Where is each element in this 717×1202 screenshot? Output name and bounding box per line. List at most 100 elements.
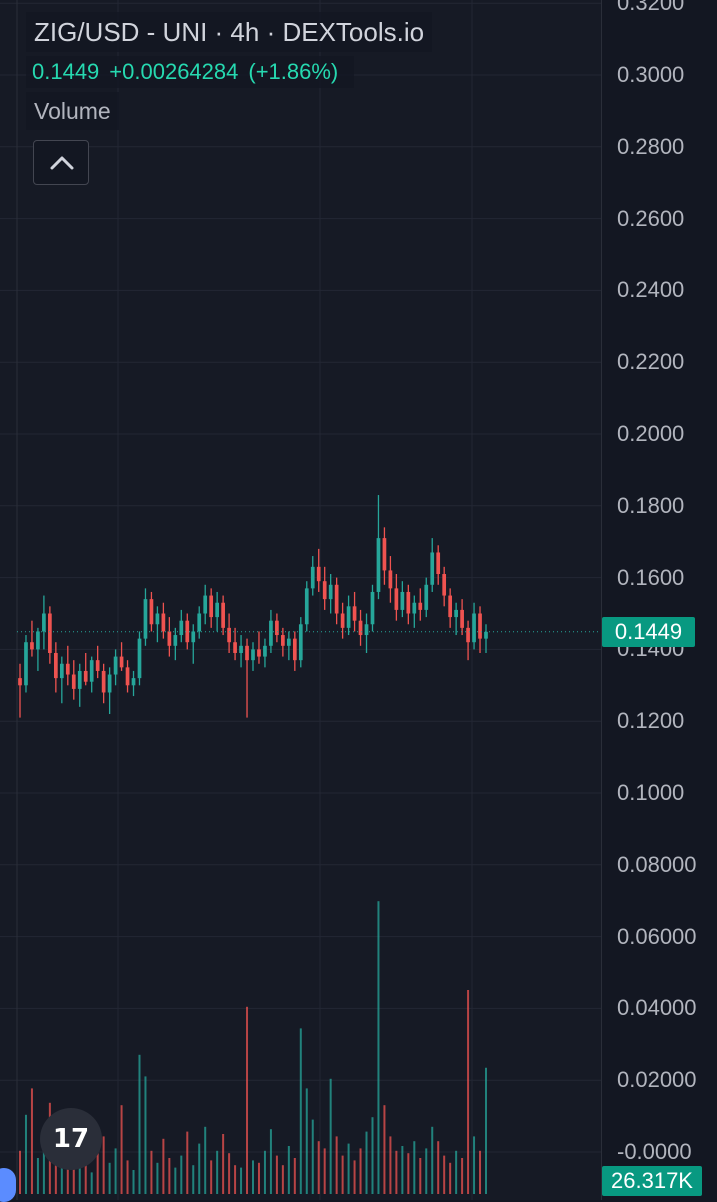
- volume-bar: [347, 1143, 350, 1194]
- candle-body: [418, 602, 423, 610]
- volume-bar: [311, 1119, 314, 1194]
- candle-body: [107, 674, 112, 693]
- candle-body: [143, 599, 148, 639]
- candle-body: [376, 538, 381, 592]
- candle-body: [460, 609, 464, 628]
- volume-bar: [168, 1158, 171, 1194]
- candle-body: [316, 566, 321, 582]
- volume-legend[interactable]: Volume: [26, 92, 119, 130]
- price-tick-label: 0.2600: [617, 205, 685, 231]
- volume-bar: [192, 1165, 195, 1194]
- volume-bar: [60, 1155, 63, 1194]
- candle-body: [388, 570, 393, 589]
- volume-bar: [335, 1136, 338, 1194]
- price-tick-label: 0.06000: [617, 923, 697, 949]
- candle-body: [269, 620, 273, 646]
- volume-bar: [180, 1155, 183, 1194]
- volume-bar: [287, 1146, 290, 1194]
- candle-body: [173, 635, 178, 646]
- price-tick-label: 0.1000: [617, 780, 685, 805]
- volume-bar: [186, 1131, 189, 1194]
- volume-bar: [257, 1162, 260, 1194]
- volume-bar: [263, 1150, 266, 1194]
- candle-body: [30, 642, 34, 650]
- candle-body: [275, 620, 279, 636]
- candle-body: [155, 613, 160, 625]
- candle-body: [65, 663, 70, 675]
- volume-bar: [425, 1148, 428, 1194]
- price-scale[interactable]: [601, 0, 717, 1200]
- volume-bar: [461, 1158, 464, 1194]
- volume-bar: [78, 1160, 81, 1194]
- volume-bar: [156, 1162, 159, 1194]
- candle-body: [36, 631, 40, 650]
- candle-body: [478, 613, 482, 639]
- last-price: 0.1449: [32, 59, 100, 84]
- current-volume-badge: 26.317K: [602, 1166, 702, 1196]
- candle-body: [233, 642, 237, 653]
- volume-bar: [467, 990, 470, 1194]
- price-change: +0.00264284: [109, 59, 239, 84]
- candle-body: [334, 584, 339, 614]
- chart-title: ZIG/USD - UNI · 4h · DEXTools.io: [26, 12, 433, 52]
- candle-body: [310, 566, 315, 589]
- candle-body: [251, 649, 255, 661]
- candle-body: [257, 649, 261, 657]
- candle-body: [197, 613, 202, 632]
- last-price-line: [17, 631, 601, 633]
- volume-bar: [126, 1160, 129, 1194]
- tradingview-logo-icon[interactable]: 17: [40, 1108, 102, 1170]
- volume-bar: [395, 1150, 398, 1194]
- price-tick-label: -0.0000: [617, 1139, 692, 1164]
- candle-body: [101, 670, 106, 693]
- price-tick-label: 0.2000: [617, 421, 685, 446]
- candle-body: [77, 670, 82, 689]
- volume-bar: [19, 1150, 21, 1194]
- price-tick-label: 0.2400: [617, 277, 685, 303]
- chart-pane[interactable]: [0, 0, 601, 1200]
- candle-body: [95, 660, 100, 671]
- chevron-up-icon: [50, 156, 74, 170]
- candle-body: [370, 591, 375, 625]
- candle-body: [71, 674, 76, 689]
- candle-body: [209, 595, 214, 618]
- volume-bar: [174, 1167, 177, 1194]
- volume-bar: [377, 901, 380, 1194]
- candle-body: [149, 599, 154, 625]
- scroll-handle[interactable]: [0, 1168, 16, 1202]
- volume-bar: [365, 1131, 368, 1194]
- candle-body: [322, 581, 327, 600]
- price-tick-label: 0.1200: [617, 708, 685, 734]
- price-tick-label: 0.1600: [617, 564, 685, 590]
- candle-body: [89, 660, 94, 682]
- volume-bar: [24, 1114, 27, 1194]
- collapse-legend-button[interactable]: [33, 140, 89, 185]
- candle-body: [167, 631, 172, 646]
- current-price-badge: 0.1449: [602, 616, 695, 647]
- volume-bar: [132, 1170, 135, 1194]
- candle-body: [286, 638, 291, 646]
- volume-bar: [479, 1150, 482, 1194]
- volume-bar: [341, 1155, 344, 1194]
- volume-bar: [222, 1134, 225, 1194]
- volume-bar: [204, 1126, 207, 1194]
- volume-bar: [240, 1167, 243, 1194]
- candle-body: [346, 606, 351, 628]
- volume-bar: [323, 1148, 326, 1194]
- candle-body: [412, 602, 417, 614]
- candle-body: [436, 552, 441, 575]
- volume-bar: [431, 1126, 434, 1194]
- volume-bar: [317, 1141, 320, 1194]
- volume-bar: [293, 1158, 296, 1194]
- volume-bar: [281, 1165, 284, 1194]
- volume-bar: [198, 1143, 201, 1194]
- volume-bar: [455, 1150, 458, 1194]
- candle-body: [400, 591, 405, 610]
- candle-body: [263, 645, 267, 657]
- candle-body: [442, 574, 447, 596]
- candle-body: [304, 588, 309, 625]
- volume-bar: [246, 1006, 249, 1194]
- candle-body: [394, 588, 399, 610]
- candle-body: [466, 627, 470, 643]
- candle-body: [245, 645, 249, 661]
